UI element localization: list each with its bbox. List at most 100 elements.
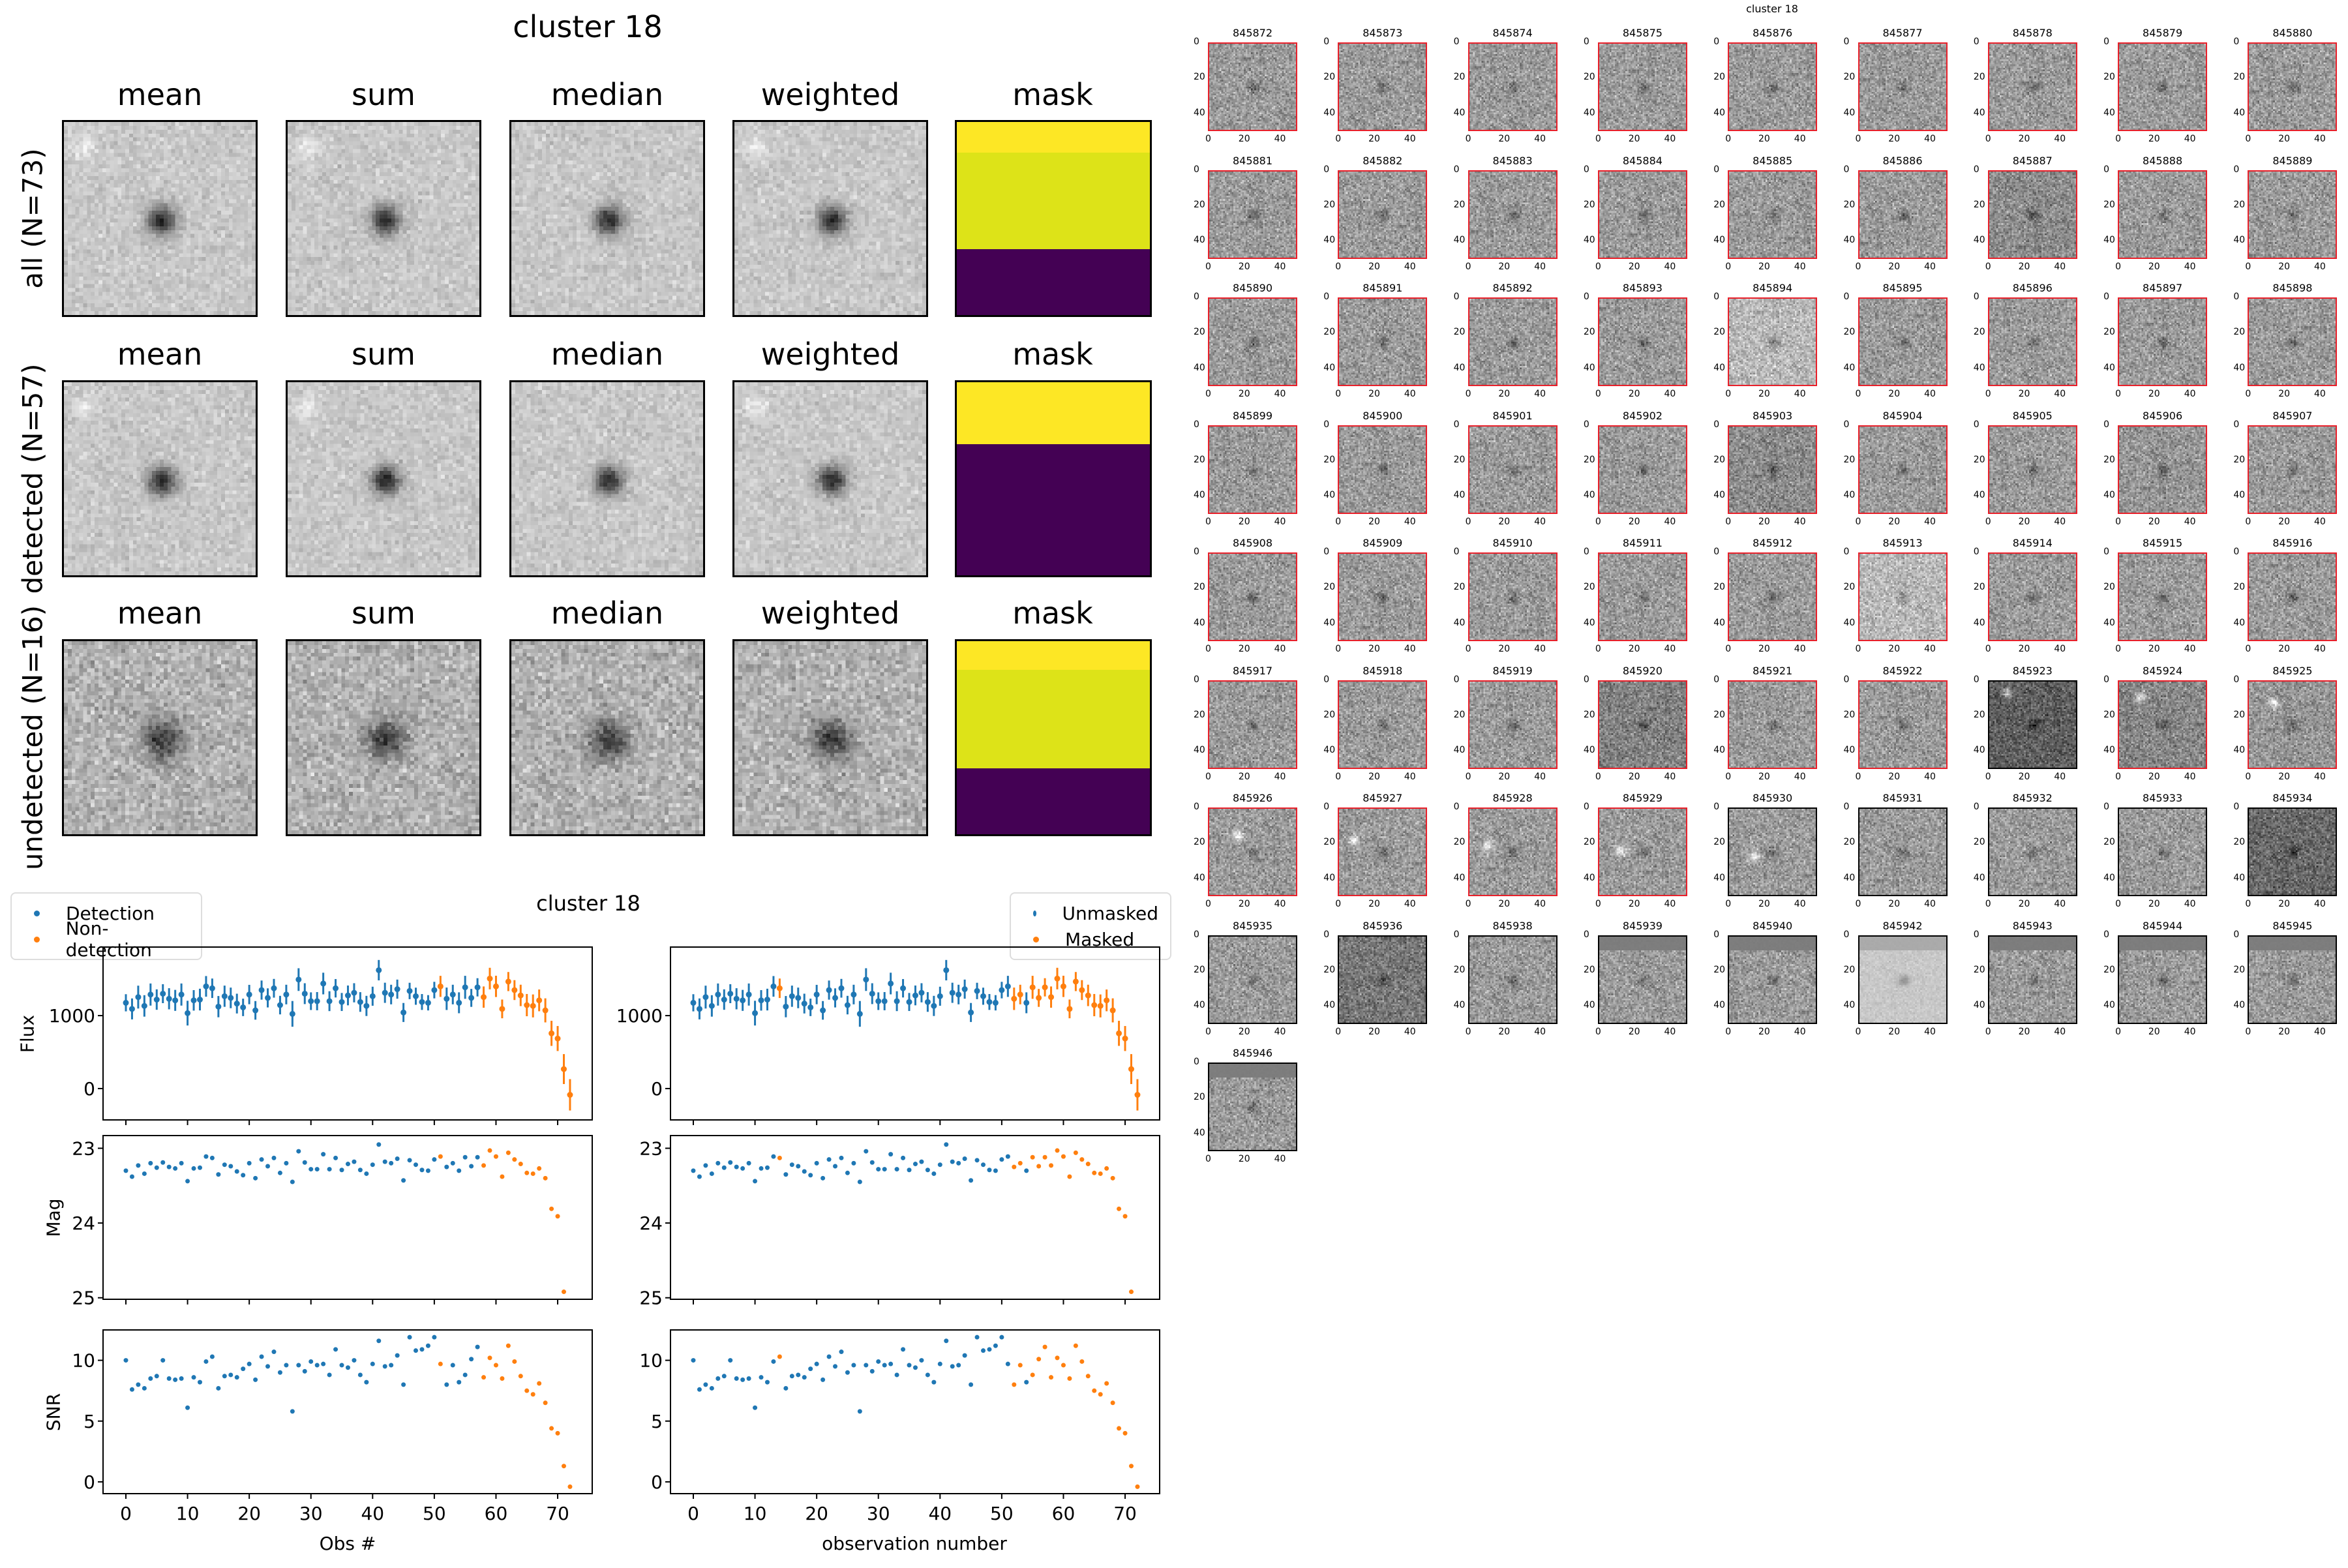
cutout-y-tick-label: 20 (2103, 709, 2115, 720)
data-point (339, 999, 345, 1005)
cutout-y-tick-label: 20 (2103, 199, 2115, 210)
cutout-image (1338, 552, 1428, 641)
cutout-x-tick-label: 20 (1238, 261, 1250, 272)
data-point (320, 980, 327, 987)
data-point (469, 1357, 474, 1362)
cutout-y-tick-label: 40 (2103, 490, 2115, 501)
cutout-x-tick-label: 20 (1368, 389, 1380, 399)
cutout-y-tick-label: 40 (1843, 235, 1856, 246)
data-point (308, 998, 314, 1004)
cutout-label: 845896 (2012, 282, 2053, 294)
data-point (505, 1343, 511, 1348)
data-point (702, 994, 709, 1001)
cutout-label: 845908 (1232, 537, 1273, 549)
cutout-label: 845873 (1362, 27, 1403, 39)
cutout-y-tick-label: 20 (1194, 199, 1205, 210)
cutout-x-tick-label: 40 (1274, 644, 1286, 654)
cutout-y-tick-label: 20 (1713, 837, 1726, 848)
data-point (511, 987, 518, 993)
cutout-x-tick-label: 40 (2184, 771, 2196, 782)
data-point (178, 991, 185, 998)
cutout-x-tick-label: 0 (1855, 644, 1861, 654)
data-point (796, 1164, 801, 1169)
data-point (826, 1354, 832, 1359)
cutout-y-tick-label: 0 (2233, 929, 2240, 940)
cutout-y-tick-label: 20 (1323, 454, 1336, 465)
data-point (992, 999, 999, 1006)
cutout-x-tick-label: 0 (1335, 1026, 1342, 1037)
cutout-y-tick-label: 0 (1973, 802, 1979, 812)
cutout-x-tick-label: 40 (1404, 899, 1416, 909)
data-point (993, 1343, 998, 1348)
cutout-y-tick-label: 20 (1194, 582, 1205, 593)
cutout-y-tick-label: 20 (1583, 327, 1595, 338)
cutout-x-tick-label: 0 (1855, 899, 1861, 909)
data-point (844, 1002, 850, 1008)
cutout-x-tick-label: 20 (1498, 644, 1511, 654)
data-point (715, 991, 721, 998)
y-tick-label: 24 (72, 1213, 95, 1234)
data-point (956, 991, 962, 998)
cutout-x-tick-label: 20 (1888, 389, 1901, 399)
data-point (252, 1007, 259, 1014)
cutout-image (2118, 552, 2208, 641)
data-point (524, 1170, 530, 1175)
cutout-x-tick-label: 20 (1238, 1154, 1250, 1164)
cutout-y-tick-label: 0 (2233, 547, 2240, 557)
data-point (770, 983, 777, 989)
cutout-x-tick-label: 20 (1758, 389, 1770, 399)
data-point (537, 1166, 542, 1171)
data-point (1110, 1400, 1115, 1406)
cutout-image (2248, 425, 2338, 514)
cutout-x-tick-label: 40 (1794, 644, 1806, 654)
cutout-x-tick-label: 40 (1274, 261, 1286, 272)
data-point (142, 1171, 147, 1176)
data-point (505, 978, 511, 985)
data-point (432, 1334, 437, 1340)
cutout-y-tick-label: 40 (1583, 872, 1595, 883)
cutout-y-tick-label: 40 (2233, 617, 2246, 628)
cutout-y-tick-label: 0 (2233, 164, 2240, 175)
data-point (734, 1164, 739, 1169)
data-point (271, 985, 277, 991)
data-point (943, 967, 950, 973)
y-tick-label: 0 (83, 1471, 95, 1493)
cutout-y-tick-label: 40 (2103, 872, 2115, 883)
cutout-label: 845936 (1362, 919, 1403, 932)
cutout-x-tick-label: 40 (1404, 261, 1416, 272)
cutout-image (1987, 42, 2077, 131)
cutout-y-tick-label: 40 (1194, 617, 1205, 628)
data-point (376, 967, 382, 973)
cutout-image (1858, 297, 1948, 386)
cutout-y-tick-label: 0 (1323, 547, 1330, 557)
cutout-label: 845928 (1492, 792, 1533, 804)
cutout-y-tick-label: 20 (2103, 837, 2115, 848)
legend-item-non-detection: Non-detection (23, 918, 189, 961)
cutout-y-tick-label: 40 (2233, 235, 2246, 246)
cutout-x-tick-label: 40 (1794, 134, 1806, 144)
cutout-y-tick-label: 0 (1194, 164, 1199, 175)
data-point (333, 1347, 339, 1352)
data-point (999, 1334, 1004, 1340)
cutout-image (2118, 935, 2208, 1024)
column-title-mean: mean (117, 77, 203, 112)
cutout-x-tick-label: 40 (2314, 899, 2326, 909)
data-point (554, 1035, 561, 1042)
data-point (240, 1004, 247, 1010)
cutout-x-tick-label: 20 (1888, 644, 1901, 654)
data-point (129, 1387, 134, 1392)
data-point (419, 999, 425, 1005)
data-point (462, 984, 468, 991)
data-point (414, 1162, 419, 1168)
cutout-x-tick-label: 40 (1924, 389, 1936, 399)
cutout-label: 845925 (2272, 664, 2313, 677)
data-point (414, 1348, 419, 1353)
data-point (148, 1376, 153, 1381)
cutout-x-tick-label: 20 (1498, 771, 1511, 782)
data-point (981, 1162, 986, 1168)
mask-band (957, 153, 1150, 250)
cutout-x-tick-label: 0 (1985, 899, 1991, 909)
cutout-x-tick-label: 0 (1465, 134, 1471, 144)
data-point (882, 1167, 887, 1172)
data-point (900, 985, 907, 991)
